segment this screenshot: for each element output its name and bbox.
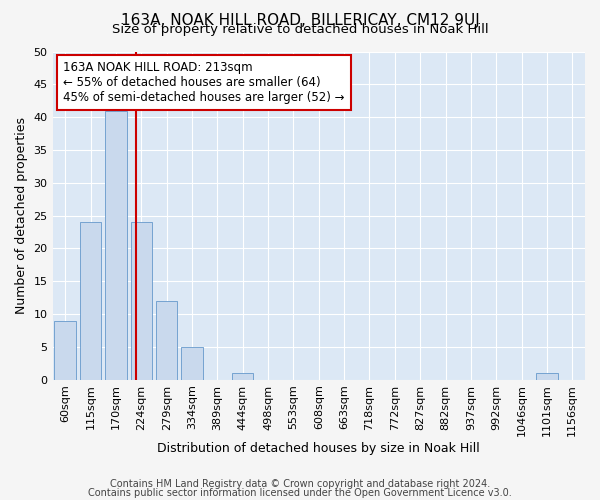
Text: Contains HM Land Registry data © Crown copyright and database right 2024.: Contains HM Land Registry data © Crown c…	[110, 479, 490, 489]
Y-axis label: Number of detached properties: Number of detached properties	[15, 117, 28, 314]
Bar	[131, 222, 152, 380]
X-axis label: Distribution of detached houses by size in Noak Hill: Distribution of detached houses by size …	[157, 442, 480, 455]
Bar	[536, 373, 558, 380]
Bar	[80, 222, 101, 380]
Bar	[181, 347, 203, 380]
Bar	[105, 110, 127, 380]
Text: 163A, NOAK HILL ROAD, BILLERICAY, CM12 9UJ: 163A, NOAK HILL ROAD, BILLERICAY, CM12 9…	[121, 12, 479, 28]
Text: Size of property relative to detached houses in Noak Hill: Size of property relative to detached ho…	[112, 22, 488, 36]
Bar	[156, 301, 178, 380]
Text: 163A NOAK HILL ROAD: 213sqm
← 55% of detached houses are smaller (64)
45% of sem: 163A NOAK HILL ROAD: 213sqm ← 55% of det…	[63, 62, 344, 104]
Bar	[232, 373, 253, 380]
Bar	[55, 320, 76, 380]
Text: Contains public sector information licensed under the Open Government Licence v3: Contains public sector information licen…	[88, 488, 512, 498]
